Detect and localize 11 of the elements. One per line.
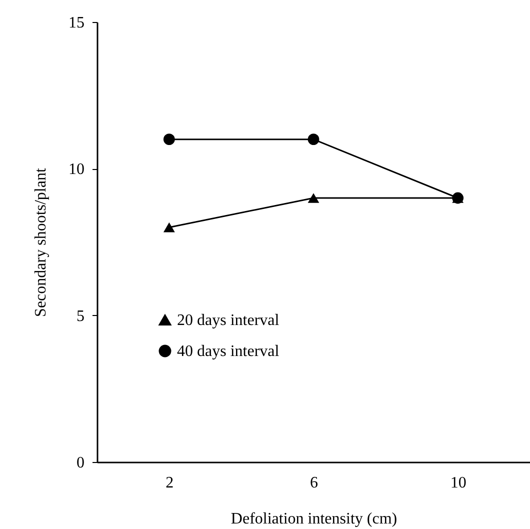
y-tick-label: 10 — [68, 161, 84, 178]
x-tick-label: 6 — [310, 474, 318, 492]
x-tick-label: 2 — [166, 474, 174, 492]
x-axis-title: Defoliation intensity (cm) — [230, 510, 398, 528]
legend-label: 40 days interval — [177, 343, 280, 360]
legend-label: 20 days interval — [177, 312, 280, 329]
y-tick-label: 5 — [76, 308, 84, 325]
y-tick-label: 15 — [68, 14, 84, 32]
x-tick-label: 10 — [450, 474, 466, 492]
y-tick-label: 0 — [76, 454, 84, 472]
y-axis-title: Secondary shoots/plant — [32, 168, 50, 317]
